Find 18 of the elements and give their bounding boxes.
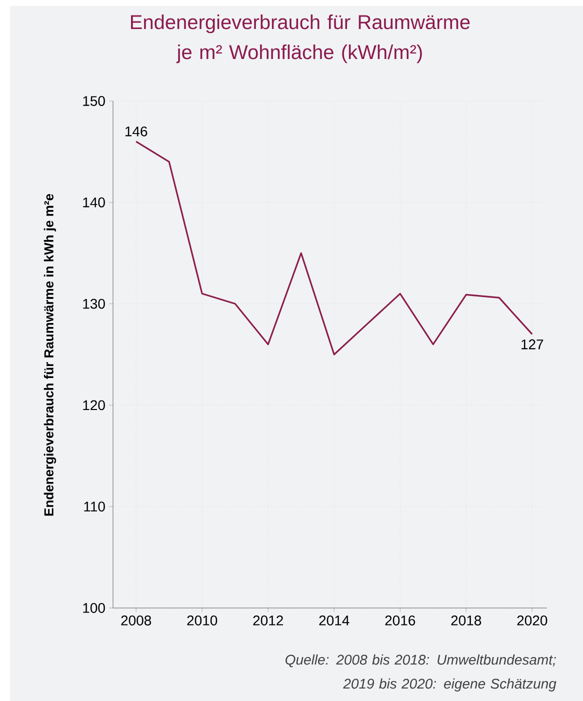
x-tick-label: 2018 [451, 616, 482, 626]
y-tick-label: 130 [83, 298, 105, 309]
chart-title: Endenergieverbrauch für Raumwärme je m² Wohnfläche (kWh/m²) [131, 14, 470, 64]
x-tick-label: 2014 [319, 616, 350, 626]
x-tick-label: 2010 [187, 616, 218, 626]
y-tick-label: 120 [83, 400, 105, 410]
source-note: Quelle: 2008 bis 2018: Umweltbundesamt; 2019 bis 2020: eigene Schätzung [286, 654, 556, 692]
x-tick-label: 2012 [253, 616, 283, 626]
y-tick-label: 100 [83, 603, 105, 613]
x-tick-label: 2016 [385, 616, 416, 626]
y-tick-label: 150 [83, 96, 105, 106]
x-tick-label: 2020 [517, 616, 548, 626]
y-tick-label: 140 [83, 197, 105, 208]
x-tick-label: 2008 [121, 616, 152, 626]
y-axis-title: Endenergieverbrauch für Raumwärme in kWh je m²e [44, 194, 56, 516]
data-label: 127 [522, 339, 544, 350]
y-tick-label: 110 [84, 502, 105, 512]
data-label: 146 [125, 126, 148, 136]
